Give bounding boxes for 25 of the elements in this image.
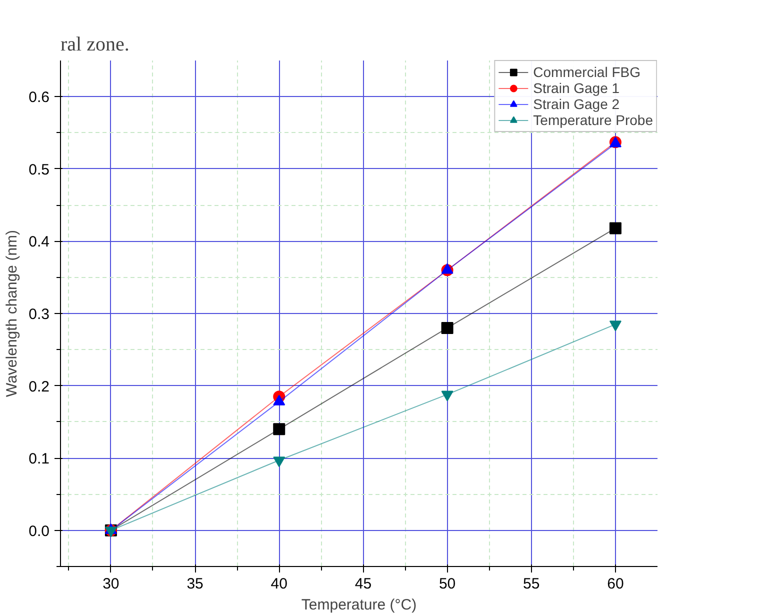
x-tick-label: 60: [607, 576, 624, 592]
point: [273, 394, 286, 406]
legend-label: Temperature Probe: [533, 112, 653, 128]
text: ral zone.: [60, 34, 130, 56]
y-tick-label: 0.0: [28, 522, 50, 540]
x-tick-label: 35: [186, 576, 204, 592]
y-tick-label: 0.3: [28, 306, 50, 323]
point: [609, 222, 622, 234]
legend-label: Strain Gage 1: [533, 80, 620, 96]
legend-label: Commercial FBG: [533, 64, 641, 80]
y-axis-title: Wavelength change (nm): [4, 230, 21, 398]
x-tick-label: 55: [523, 576, 540, 592]
y-tick-label: 0.1: [28, 450, 50, 468]
x-tick-label: 50: [438, 576, 456, 592]
x-axis-title: Temperature (°C): [301, 596, 417, 614]
x-tick-label: 40: [270, 576, 288, 592]
legend-label: Strain Gage 2: [533, 96, 620, 112]
y-tick-label: 0.6: [28, 89, 50, 106]
y-tick-label: 0.2: [28, 378, 50, 396]
x-tick-label: 30: [102, 576, 120, 592]
y-tick-label: 0.4: [28, 234, 50, 251]
point: [441, 322, 454, 334]
y-tick-label: 0.5: [28, 161, 50, 178]
point: [273, 423, 286, 436]
x-tick-label: 45: [354, 576, 372, 592]
